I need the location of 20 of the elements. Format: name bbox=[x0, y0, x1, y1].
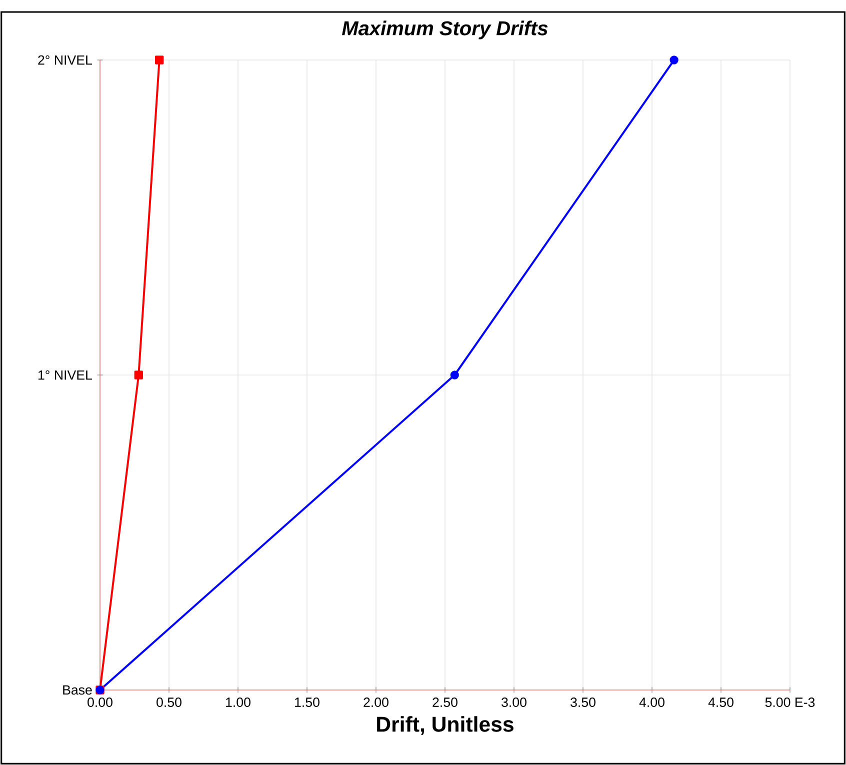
x-tick-label: 1.50 bbox=[295, 698, 320, 707]
point bbox=[450, 370, 459, 380]
point bbox=[155, 56, 164, 64]
point bbox=[134, 370, 143, 380]
y-tick-label: Base bbox=[63, 685, 92, 695]
x-tick-label: 3.50 bbox=[570, 698, 596, 707]
x-axis-title: Drift, Unitless bbox=[377, 716, 514, 735]
x-tick-label: 1.00 bbox=[226, 698, 250, 707]
x-tick-label: 4.00 bbox=[639, 698, 664, 707]
y-tick-label: 2° NIVEL bbox=[38, 55, 92, 65]
x-tick-label: 0.00 bbox=[88, 698, 112, 707]
x-tick-label: 5.00 E-3 bbox=[765, 698, 815, 707]
x-tick-label: 4.50 bbox=[708, 698, 734, 707]
x-tick-label: 2.00 bbox=[364, 698, 388, 707]
chart-title: Maximum Story Drifts bbox=[342, 20, 548, 40]
x-tick-label: 3.00 bbox=[502, 698, 526, 707]
x-tick-label: 0.50 bbox=[156, 698, 182, 707]
x-tick-label: 2.50 bbox=[432, 698, 458, 707]
point bbox=[670, 56, 678, 64]
y-tick-label: 1° NIVEL bbox=[38, 370, 92, 380]
